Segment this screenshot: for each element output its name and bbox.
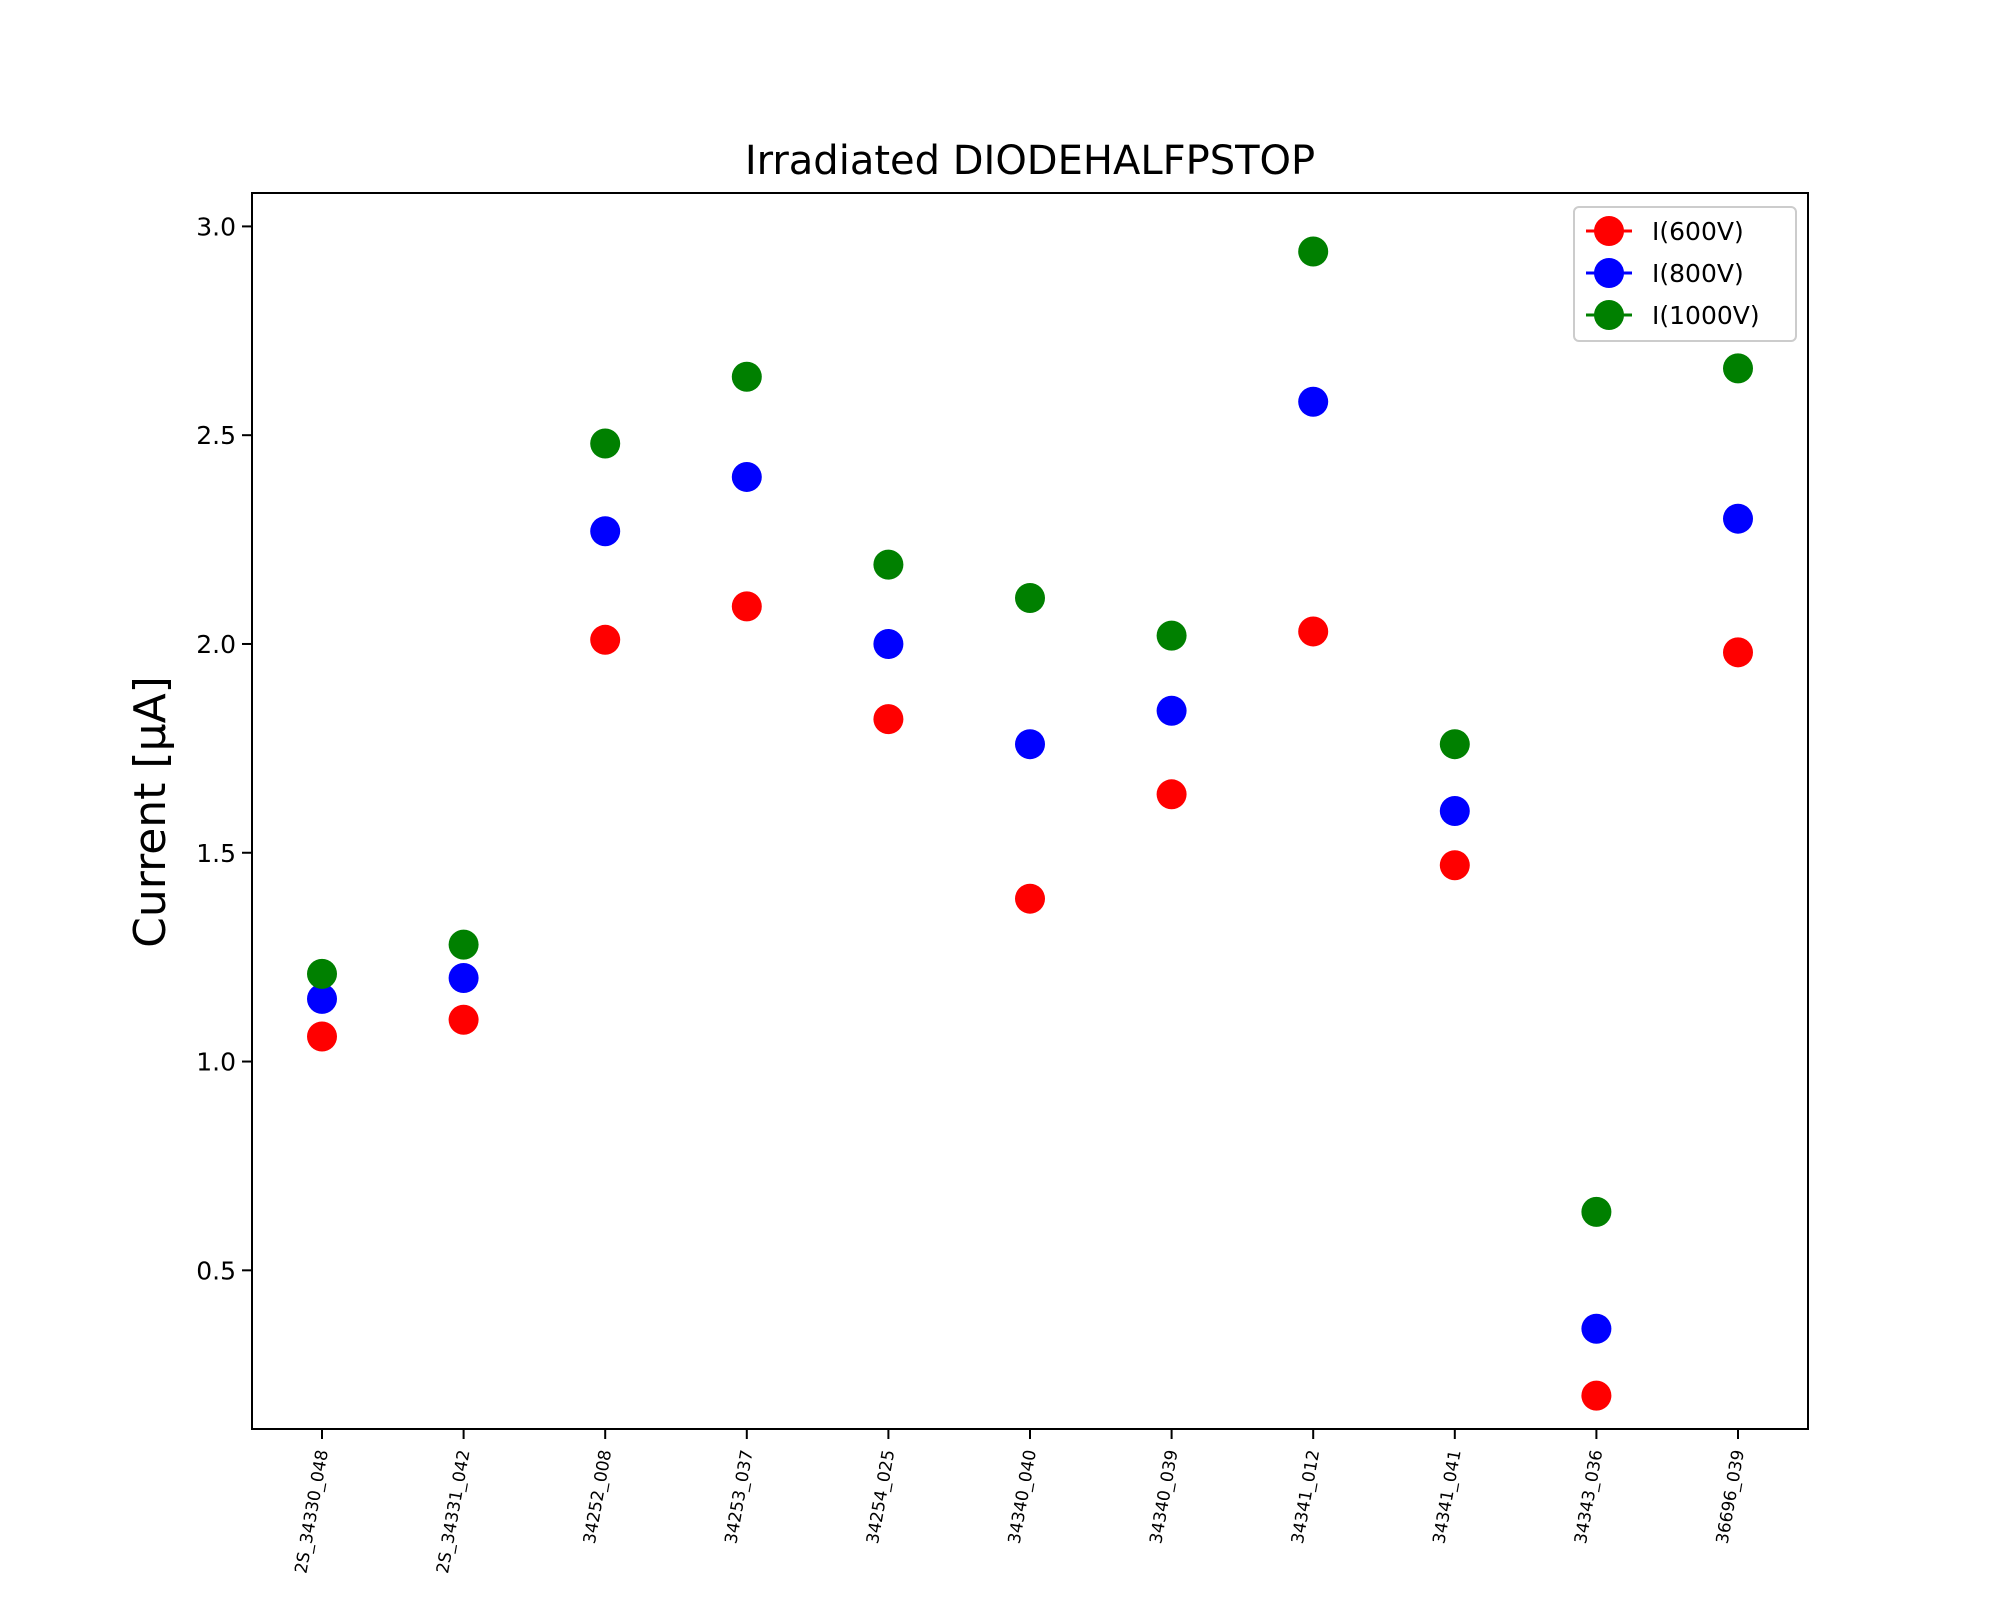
y-axis: 0.5 1.0 1.5 2.0 2.5 3.0	[196, 212, 252, 1285]
x-tick-label: 34340_039	[1146, 1448, 1182, 1545]
data-point	[1015, 583, 1045, 614]
legend-marker	[1594, 300, 1624, 330]
x-tick-label: 2S_34330_048	[291, 1448, 332, 1575]
data-point	[448, 963, 479, 994]
data-point	[1439, 850, 1470, 881]
legend-box	[1573, 206, 1797, 342]
data-point	[1298, 616, 1329, 647]
legend-label: I(800V)	[1652, 259, 1744, 288]
data-point	[307, 983, 337, 1014]
x-tick-label: 34341_012	[1288, 1448, 1324, 1545]
data-point	[731, 361, 762, 392]
data-points	[307, 236, 1753, 1411]
x-tick-label: 34253_037	[722, 1448, 758, 1545]
data-point	[1723, 353, 1753, 384]
legend-marker	[1594, 258, 1624, 288]
data-point	[307, 958, 337, 989]
data-point	[1581, 1313, 1612, 1344]
data-point	[873, 628, 904, 659]
data-point	[307, 1021, 337, 1052]
data-point	[448, 929, 479, 960]
y-tick-label: 0.5	[196, 1256, 236, 1285]
x-axis: 2S_34330_048 2S_34331_042 34252_008 34253_0…	[291, 1429, 1749, 1575]
data-point	[731, 591, 762, 622]
data-point	[590, 516, 621, 547]
legend-label: I(1000V)	[1652, 301, 1760, 330]
series-2	[307, 236, 1753, 1227]
y-tick-label: 1.5	[196, 839, 236, 868]
data-point	[1439, 729, 1470, 760]
data-point	[448, 1004, 479, 1035]
y-tick-label: 2.5	[196, 421, 236, 450]
x-tick-label: 34340_040	[1005, 1448, 1041, 1545]
legend: I(600V) I(800V) I(1000V)	[1573, 206, 1797, 342]
data-point	[590, 624, 621, 655]
data-point	[1723, 503, 1753, 534]
chart-title: Irradiated DIODEHALFPSTOP	[745, 138, 1315, 184]
y-axis-label: Current [μA]	[125, 676, 176, 948]
data-point	[1156, 779, 1187, 810]
y-tick-label: 2.0	[196, 630, 236, 659]
data-point	[1298, 236, 1329, 267]
x-tick-label: 34343_036	[1571, 1448, 1607, 1545]
plot-area-frame	[251, 192, 1809, 1430]
y-tick-label: 1.0	[196, 1048, 236, 1077]
x-tick-label: 34254_025	[863, 1448, 899, 1545]
series-0	[307, 591, 1753, 1411]
data-point	[590, 428, 621, 459]
data-point	[1581, 1380, 1612, 1411]
data-point	[1439, 796, 1470, 826]
data-point	[1156, 620, 1187, 651]
data-point	[1015, 729, 1045, 760]
data-point	[1015, 883, 1045, 914]
data-point	[731, 461, 762, 492]
x-tick-label: 2S_34331_042	[433, 1448, 474, 1575]
data-point	[1298, 386, 1329, 417]
series-1	[307, 386, 1753, 1344]
x-tick-label: 36696_039	[1713, 1448, 1749, 1545]
legend-label: I(600V)	[1652, 217, 1744, 246]
data-point	[1723, 637, 1753, 668]
data-point	[873, 704, 904, 735]
legend-marker	[1594, 216, 1624, 246]
data-point	[873, 549, 904, 580]
data-point	[1156, 695, 1187, 726]
x-tick-label: 34252_008	[580, 1448, 616, 1545]
y-tick-label: 3.0	[196, 212, 236, 241]
data-point	[1581, 1196, 1612, 1227]
x-tick-label: 34341_041	[1430, 1448, 1466, 1545]
